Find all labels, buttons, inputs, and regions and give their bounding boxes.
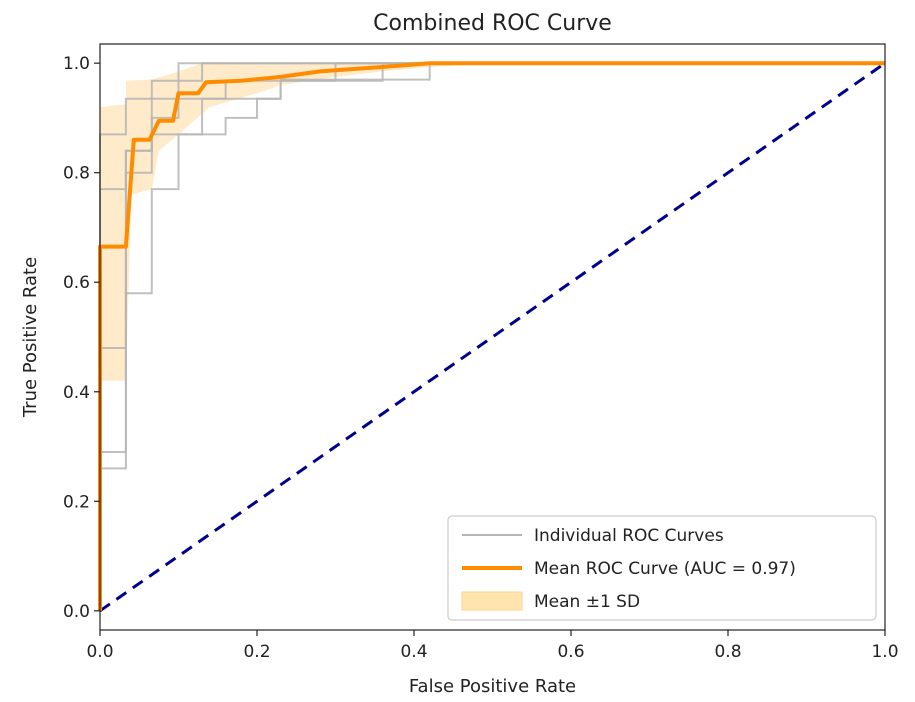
legend-box (447, 515, 877, 621)
chart-title: Combined ROC Curve (373, 11, 612, 36)
x-tick-label: 0.0 (86, 642, 113, 662)
legend: Individual ROC Curves Mean ROC Curve (AUC… (447, 515, 877, 621)
x-tick-label: 1.0 (871, 642, 898, 662)
y-axis-ticks: 0.0 0.2 0.4 0.6 0.8 1.0 (63, 54, 100, 622)
mean-roc-curve (98, 61, 885, 611)
legend-swatch-band (461, 591, 523, 611)
x-tick-label: 0.6 (557, 642, 584, 662)
plot-frame (99, 43, 886, 631)
y-tick-label: 0.0 (63, 602, 90, 622)
x-axis-label: False Positive Rate (409, 676, 576, 697)
y-tick-label: 0.8 (63, 164, 90, 184)
individual-roc-curve-4 (99, 62, 885, 611)
y-tick-label: 0.4 (63, 383, 90, 403)
legend-label: Mean ROC Curve (AUC = 0.97) (534, 559, 796, 579)
x-tick-label: 0.2 (243, 642, 270, 662)
individual-roc-curve-5 (99, 62, 885, 611)
mean-curve-layer (98, 61, 885, 611)
x-tick-label: 0.8 (714, 642, 741, 662)
y-tick-label: 1.0 (63, 54, 90, 74)
individual-curves-layer (99, 62, 885, 611)
legend-label: Mean ±1 SD (534, 592, 640, 612)
y-tick-label: 0.2 (63, 492, 90, 512)
x-tick-label: 0.4 (400, 642, 427, 662)
y-tick-label: 0.6 (63, 273, 90, 293)
x-axis-ticks: 0.0 0.2 0.4 0.6 0.8 1.0 (86, 630, 899, 662)
individual-roc-curve-2 (99, 62, 885, 611)
y-axis-label: True Positive Rate (20, 257, 41, 418)
legend-label: Individual ROC Curves (534, 526, 724, 546)
